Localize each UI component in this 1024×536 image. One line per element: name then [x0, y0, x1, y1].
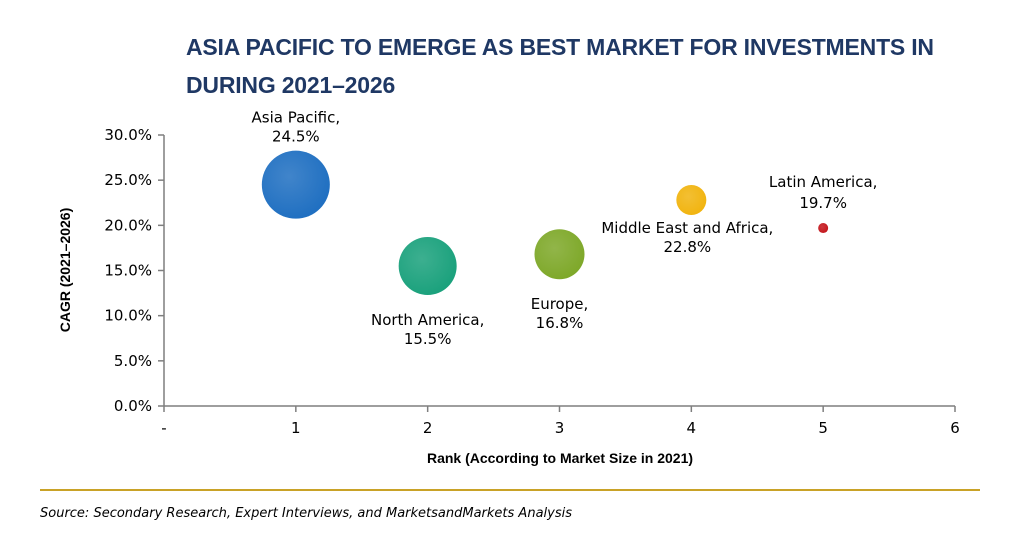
data-label-region: Asia Pacific,	[252, 109, 341, 127]
bubble-chart: 0.0% 5.0% 10.0% 15.0% 20.0% 25.0% 30.0% - 1 2 3 4 5 6…	[57, 109, 960, 466]
y-tick-label: 10.0%	[104, 307, 152, 325]
data-label-region: Latin America,	[769, 173, 878, 191]
data-label-value: 24.5%	[272, 128, 320, 146]
x-tick-label: 1	[291, 419, 301, 437]
data-label-value: 19.7%	[799, 194, 847, 212]
bubble-point	[676, 185, 707, 216]
x-tick-label: 3	[555, 419, 565, 437]
bubbles	[261, 150, 829, 295]
y-tick-label: 5.0%	[114, 352, 152, 370]
x-tick-label: 2	[423, 419, 433, 437]
bubble-point	[398, 236, 457, 295]
data-label-value: 16.8%	[536, 314, 584, 332]
axes: 0.0% 5.0% 10.0% 15.0% 20.0% 25.0% 30.0% - 1 2 3 4 5 6	[104, 126, 959, 437]
x-tick-label: 5	[818, 419, 828, 437]
y-tick-label: 0.0%	[114, 397, 152, 415]
x-tick-label: 6	[950, 419, 960, 437]
bubble-point	[261, 150, 330, 219]
source-divider	[40, 489, 980, 491]
bubble-point	[818, 223, 829, 234]
x-tick-label: -	[161, 419, 166, 437]
data-label-region: Europe,	[531, 295, 589, 313]
data-label-region: North America,	[371, 311, 484, 329]
data-label-value: 15.5%	[404, 330, 452, 348]
y-tick-label: 15.0%	[104, 262, 152, 280]
data-label-value: 22.8%	[664, 238, 712, 256]
chart-title: ASIA PACIFIC TO EMERGE AS BEST MARKET FO…	[186, 34, 934, 98]
bubble-point	[534, 229, 585, 280]
data-labels: Asia Pacific,24.5% North America,15.5% Eur…	[252, 109, 878, 348]
y-axis-title: CAGR (2021–2026)	[57, 208, 73, 333]
data-label-region: Middle East and Africa,	[601, 219, 773, 237]
y-tick-label: 20.0%	[104, 216, 152, 234]
x-tick-label: 4	[687, 419, 697, 437]
x-axis-title: Rank (According to Market Size in 2021)	[427, 450, 693, 466]
source-note: Source: Secondary Research, Expert Inter…	[40, 506, 572, 521]
y-tick-label: 25.0%	[104, 171, 152, 189]
y-tick-label: 30.0%	[104, 126, 152, 144]
